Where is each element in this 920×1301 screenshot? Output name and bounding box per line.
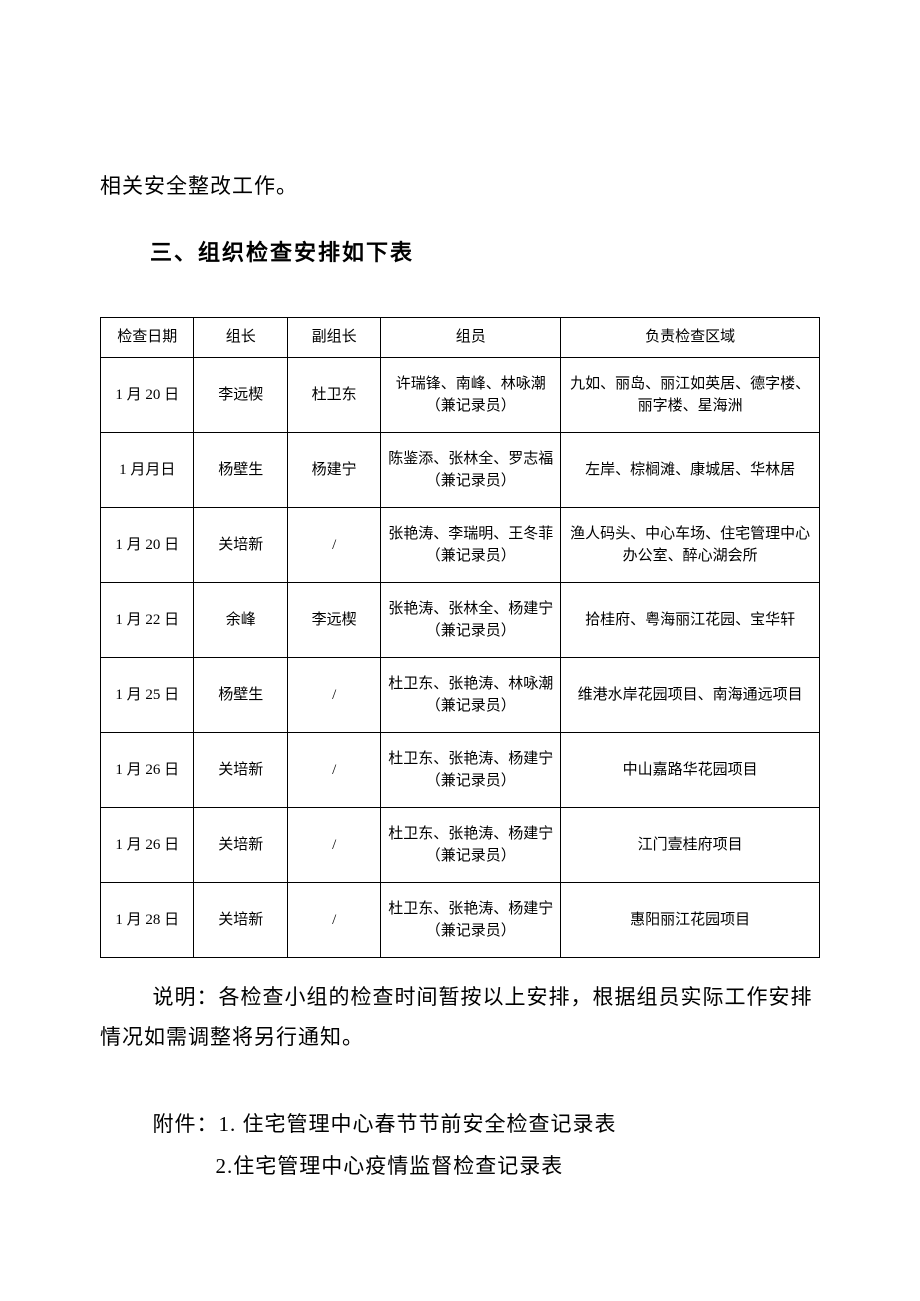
header-area: 负责检查区域: [561, 318, 820, 358]
cell-leader: 杨壁生: [194, 433, 287, 508]
table-row: 1 月 26 日 关培新 / 杜卫东、张艳涛、杨建宁（兼记录员） 江门壹桂府项目: [101, 808, 820, 883]
inspection-schedule-table: 检查日期 组长 副组长 组员 负责检查区域 1 月 20 日 李远楔 杜卫东 许…: [100, 317, 820, 958]
notes-text: 说明：各检查小组的检查时间暂按以上安排，根据组员实际工作安排情况如需调整将另行通…: [100, 978, 820, 1058]
cell-date: 1 月 22 日: [101, 583, 194, 658]
attachment-2: 2.住宅管理中心疫情监督检查记录表: [100, 1145, 820, 1187]
table-row: 1 月 20 日 李远楔 杜卫东 许瑞锋、南峰、林咏潮（兼记录员） 九如、丽岛、…: [101, 358, 820, 433]
table-body: 1 月 20 日 李远楔 杜卫东 许瑞锋、南峰、林咏潮（兼记录员） 九如、丽岛、…: [101, 358, 820, 958]
cell-members: 张艳涛、李瑞明、王冬菲（兼记录员）: [381, 508, 561, 583]
table-row: 1 月月日 杨壁生 杨建宁 陈鉴添、张林全、罗志福（兼记录员） 左岸、棕榈滩、康…: [101, 433, 820, 508]
table-row: 1 月 28 日 关培新 / 杜卫东、张艳涛、杨建宁（兼记录员） 惠阳丽江花园项…: [101, 883, 820, 958]
table-row: 1 月 26 日 关培新 / 杜卫东、张艳涛、杨建宁（兼记录员） 中山嘉路华花园…: [101, 733, 820, 808]
cell-area: 拾桂府、粤海丽江花园、宝华轩: [561, 583, 820, 658]
cell-area: 中山嘉路华花园项目: [561, 733, 820, 808]
cell-members: 许瑞锋、南峰、林咏潮（兼记录员）: [381, 358, 561, 433]
cell-date: 1 月 26 日: [101, 733, 194, 808]
cell-deputy: 杨建宁: [287, 433, 380, 508]
attachments-section: 附件：1. 住宅管理中心春节节前安全检查记录表 2.住宅管理中心疫情监督检查记录…: [100, 1103, 820, 1187]
header-leader: 组长: [194, 318, 287, 358]
cell-members: 杜卫东、张艳涛、杨建宁（兼记录员）: [381, 733, 561, 808]
table-row: 1 月 22 日 余峰 李远楔 张艳涛、张林全、杨建宁（兼记录员） 拾桂府、粤海…: [101, 583, 820, 658]
header-deputy: 副组长: [287, 318, 380, 358]
cell-area: 江门壹桂府项目: [561, 808, 820, 883]
cell-date: 1 月 25 日: [101, 658, 194, 733]
section-heading: 三、组织检查安排如下表: [150, 235, 820, 267]
cell-members: 张艳涛、张林全、杨建宁（兼记录员）: [381, 583, 561, 658]
attachment-1: 1. 住宅管理中心春节节前安全检查记录表: [219, 1112, 617, 1136]
cell-deputy: /: [287, 883, 380, 958]
cell-deputy: /: [287, 508, 380, 583]
cell-area: 维港水岸花园项目、南海通远项目: [561, 658, 820, 733]
table-row: 1 月 25 日 杨壁生 / 杜卫东、张艳涛、林咏潮（兼记录员） 维港水岸花园项…: [101, 658, 820, 733]
cell-date: 1 月月日: [101, 433, 194, 508]
cell-date: 1 月 26 日: [101, 808, 194, 883]
table-row: 1 月 20 日 关培新 / 张艳涛、李瑞明、王冬菲（兼记录员） 渔人码头、中心…: [101, 508, 820, 583]
cell-leader: 李远楔: [194, 358, 287, 433]
cell-date: 1 月 28 日: [101, 883, 194, 958]
cell-members: 杜卫东、张艳涛、杨建宁（兼记录员）: [381, 808, 561, 883]
cell-deputy: /: [287, 808, 380, 883]
cell-area: 惠阳丽江花园项目: [561, 883, 820, 958]
cell-date: 1 月 20 日: [101, 508, 194, 583]
cell-members: 杜卫东、张艳涛、杨建宁（兼记录员）: [381, 883, 561, 958]
cell-members: 陈鉴添、张林全、罗志福（兼记录员）: [381, 433, 561, 508]
cell-leader: 关培新: [194, 508, 287, 583]
cell-area: 左岸、棕榈滩、康城居、华林居: [561, 433, 820, 508]
cell-area: 渔人码头、中心车场、住宅管理中心办公室、醉心湖会所: [561, 508, 820, 583]
header-date: 检查日期: [101, 318, 194, 358]
header-members: 组员: [381, 318, 561, 358]
cell-leader: 关培新: [194, 733, 287, 808]
cell-leader: 关培新: [194, 808, 287, 883]
cell-deputy: /: [287, 733, 380, 808]
cell-leader: 余峰: [194, 583, 287, 658]
cell-deputy: /: [287, 658, 380, 733]
attachments-label: 附件：: [153, 1112, 219, 1136]
cell-area: 九如、丽岛、丽江如英居、德字楼、丽字楼、星海洲: [561, 358, 820, 433]
cell-deputy: 李远楔: [287, 583, 380, 658]
cell-leader: 杨壁生: [194, 658, 287, 733]
cell-deputy: 杜卫东: [287, 358, 380, 433]
attachment-line-1: 附件：1. 住宅管理中心春节节前安全检查记录表: [100, 1103, 820, 1145]
table-header-row: 检查日期 组长 副组长 组员 负责检查区域: [101, 318, 820, 358]
cell-leader: 关培新: [194, 883, 287, 958]
intro-text: 相关安全整改工作。: [100, 170, 820, 200]
cell-date: 1 月 20 日: [101, 358, 194, 433]
cell-members: 杜卫东、张艳涛、林咏潮（兼记录员）: [381, 658, 561, 733]
